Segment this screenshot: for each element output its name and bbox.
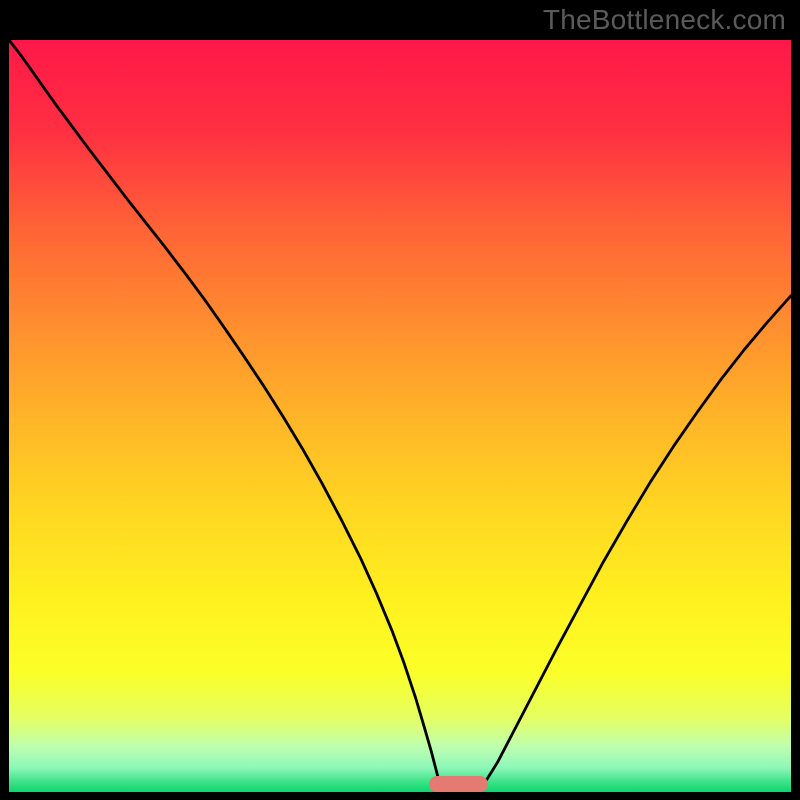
bottleneck-curve [9, 40, 791, 792]
watermark-text: TheBottleneck.com [543, 4, 786, 36]
plot-area [9, 40, 791, 792]
sweet-spot-marker [429, 776, 488, 792]
chart-frame: TheBottleneck.com [0, 0, 800, 800]
